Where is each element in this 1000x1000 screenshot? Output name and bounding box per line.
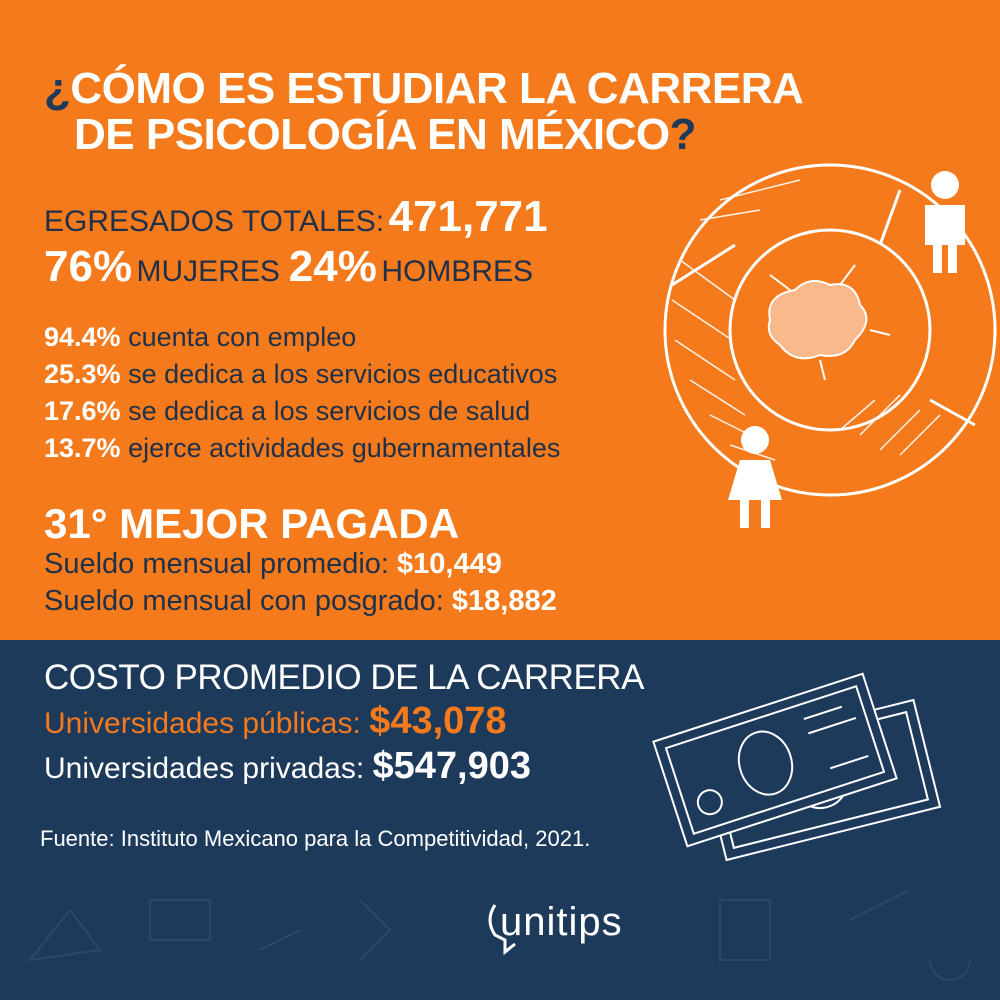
stat-value: 13.7% xyxy=(44,433,121,463)
men-value: 24% xyxy=(288,242,377,291)
cost-label: Universidades públicas: xyxy=(44,707,361,740)
gender: 76% MUJERES 24% HOMBRES xyxy=(44,242,533,292)
graduates-label: EGRESADOS TOTALES: xyxy=(44,205,385,238)
salary-label: Sueldo mensual promedio: xyxy=(44,548,389,580)
donut-illustration xyxy=(663,163,997,497)
salary-rank: 31° MEJOR PAGADA xyxy=(44,500,460,547)
cost-private: Universidades privadas: $547,903 xyxy=(44,745,531,788)
women-label: MUJERES xyxy=(136,255,280,288)
graduates: EGRESADOS TOTALES: 471,771 xyxy=(44,192,548,242)
stat-value: 17.6% xyxy=(44,396,121,426)
women-value: 76% xyxy=(44,242,133,291)
stat-row: 94.4% cuenta con empleo xyxy=(44,322,356,353)
stat-row: 13.7% ejerce actividades gubernamentales xyxy=(44,433,560,464)
stat-text: ejerce actividades gubernamentales xyxy=(128,433,561,463)
stat-value: 94.4% xyxy=(44,322,121,352)
salary-row: Sueldo mensual con posgrado: $18,882 xyxy=(44,585,557,618)
title-text: CÓMO ES ESTUDIAR LA CARRERA xyxy=(70,64,804,113)
men-label: HOMBRES xyxy=(381,255,533,288)
salary-label: Sueldo mensual con posgrado: xyxy=(44,585,444,617)
question-open: ¿ xyxy=(44,64,71,113)
title-line-2: DE PSICOLOGÍA EN MÉXICO? xyxy=(74,110,697,160)
salary-row: Sueldo mensual promedio: $10,449 xyxy=(44,548,502,581)
cost-title: COSTO PROMEDIO DE LA CARRERA xyxy=(44,658,644,697)
question-close: ? xyxy=(669,110,697,159)
title-line-1: ¿CÓMO ES ESTUDIAR LA CARRERA xyxy=(44,64,804,114)
source: Fuente: Instituto Mexicano para la Compe… xyxy=(40,826,591,851)
stat-text: cuenta con empleo xyxy=(128,322,357,352)
salary-value: $10,449 xyxy=(397,548,502,580)
money-illustration xyxy=(652,672,942,862)
stat-text: se dedica a los servicios educativos xyxy=(128,359,558,389)
stat-row: 25.3% se dedica a los servicios educativ… xyxy=(44,359,557,390)
stat-row: 17.6% se dedica a los servicios de salud xyxy=(44,396,530,427)
salary-value: $18,882 xyxy=(451,585,557,617)
stat-text: se dedica a los servicios de salud xyxy=(128,396,531,426)
stat-value: 25.3% xyxy=(44,359,121,389)
cost-value: $547,903 xyxy=(372,745,532,787)
cost-value: $43,078 xyxy=(369,700,507,742)
logo-mark xyxy=(488,904,516,956)
background-doodles xyxy=(27,889,971,981)
cost-public: Universidades públicas: $43,078 xyxy=(44,700,507,743)
person-icons xyxy=(728,171,965,528)
title-text: DE PSICOLOGÍA EN MÉXICO xyxy=(74,110,670,159)
cost-label: Universidades privadas: xyxy=(44,752,365,785)
graduates-value: 471,771 xyxy=(388,192,548,241)
logo: unitips xyxy=(500,900,623,944)
